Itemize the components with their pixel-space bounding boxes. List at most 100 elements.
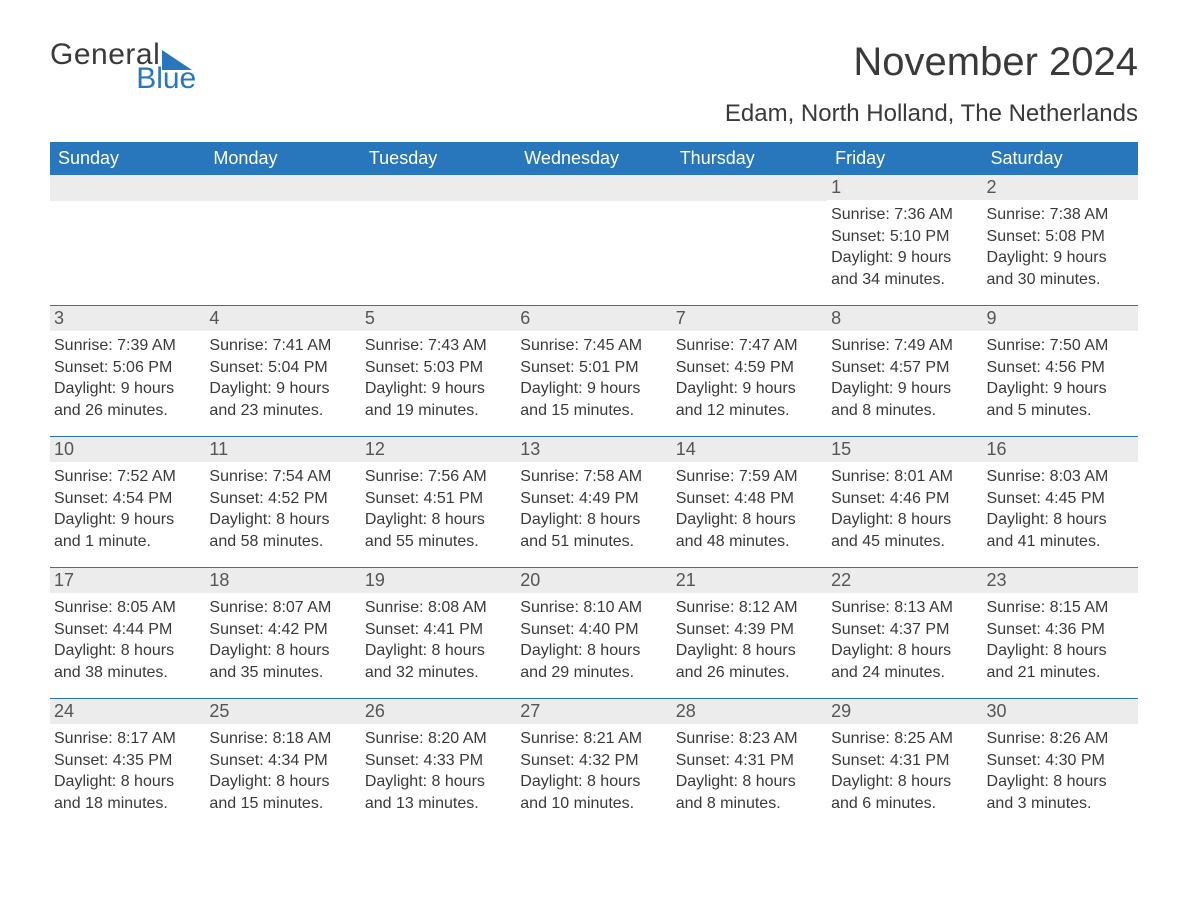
daylight-line: Daylight: 8 hours and 38 minutes. — [54, 640, 201, 683]
sunset-line: Sunset: 4:39 PM — [676, 619, 823, 641]
sunset-line: Sunset: 5:08 PM — [987, 226, 1134, 248]
day-details: Sunrise: 7:45 AMSunset: 5:01 PMDaylight:… — [520, 335, 667, 421]
sunrise-line: Sunrise: 7:59 AM — [676, 466, 823, 488]
sunset-line: Sunset: 4:31 PM — [831, 750, 978, 772]
daylight-line: Daylight: 8 hours and 29 minutes. — [520, 640, 667, 683]
day-details: Sunrise: 8:03 AMSunset: 4:45 PMDaylight:… — [987, 466, 1134, 552]
day-number — [50, 175, 205, 201]
day-number: 23 — [983, 568, 1138, 593]
day-number: 25 — [205, 699, 360, 724]
daylight-line: Daylight: 8 hours and 10 minutes. — [520, 771, 667, 814]
calendar-day: 23Sunrise: 8:15 AMSunset: 4:36 PMDayligh… — [983, 568, 1138, 698]
sunset-line: Sunset: 4:44 PM — [54, 619, 201, 641]
calendar-day: 7 Sunrise: 7:47 AMSunset: 4:59 PMDaylight… — [672, 306, 827, 436]
day-number: 27 — [516, 699, 671, 724]
brand-word-2: Blue — [136, 64, 196, 94]
calendar-day: 12 Sunrise: 7:56 AMSunset: 4:51 PMDayligh… — [361, 437, 516, 567]
sunset-line: Sunset: 4:36 PM — [987, 619, 1134, 641]
sunset-line: Sunset: 4:42 PM — [209, 619, 356, 641]
calendar-day: 3Sunrise: 7:39 AMSunset: 5:06 PMDaylight… — [50, 306, 205, 436]
sunrise-line: Sunrise: 7:38 AM — [987, 204, 1134, 226]
calendar-day: 4Sunrise: 7:41 AMSunset: 5:04 PMDaylight… — [205, 306, 360, 436]
sunset-line: Sunset: 4:40 PM — [520, 619, 667, 641]
sunset-line: Sunset: 4:51 PM — [365, 488, 512, 510]
calendar-day: 2Sunrise: 7:38 AMSunset: 5:08 PMDaylight… — [983, 175, 1138, 305]
day-details: Sunrise: 8:23 AMSunset: 4:31 PMDaylight:… — [676, 728, 823, 814]
sunrise-line: Sunrise: 8:03 AM — [987, 466, 1134, 488]
brand-logo: General Blue — [50, 40, 196, 94]
daylight-line: Daylight: 9 hours and 5 minutes. — [987, 378, 1134, 421]
day-details: Sunrise: 7:56 AMSunset: 4:51 PMDaylight:… — [365, 466, 512, 552]
weekday-header: Sunday — [50, 142, 205, 175]
day-details: Sunrise: 7:54 AMSunset: 4:52 PMDaylight:… — [209, 466, 356, 552]
calendar-day: 15Sunrise: 8:01 AMSunset: 4:46 PMDayligh… — [827, 437, 982, 567]
day-number: 7 — [672, 306, 827, 331]
calendar-day: 28Sunrise: 8:23 AMSunset: 4:31 PMDayligh… — [672, 699, 827, 829]
calendar-day: 22Sunrise: 8:13 AMSunset: 4:37 PMDayligh… — [827, 568, 982, 698]
day-details: Sunrise: 7:52 AMSunset: 4:54 PMDaylight:… — [54, 466, 201, 552]
sunset-line: Sunset: 4:46 PM — [831, 488, 978, 510]
day-details: Sunrise: 8:07 AMSunset: 4:42 PMDaylight:… — [209, 597, 356, 683]
day-details: Sunrise: 7:47 AMSunset: 4:59 PMDaylight:… — [676, 335, 823, 421]
sunrise-line: Sunrise: 8:08 AM — [365, 597, 512, 619]
day-number: 13 — [516, 437, 671, 462]
day-number: 16 — [983, 437, 1138, 462]
calendar-day: 1Sunrise: 7:36 AMSunset: 5:10 PMDaylight… — [827, 175, 982, 305]
day-number: 20 — [516, 568, 671, 593]
weekday-header-row: SundayMondayTuesdayWednesdayThursdayFrid… — [50, 142, 1138, 175]
calendar-grid: SundayMondayTuesdayWednesdayThursdayFrid… — [50, 142, 1138, 829]
daylight-line: Daylight: 8 hours and 6 minutes. — [831, 771, 978, 814]
daylight-line: Daylight: 8 hours and 18 minutes. — [54, 771, 201, 814]
day-details: Sunrise: 8:26 AMSunset: 4:30 PMDaylight:… — [987, 728, 1134, 814]
sunrise-line: Sunrise: 8:20 AM — [365, 728, 512, 750]
calendar-day: 14Sunrise: 7:59 AMSunset: 4:48 PMDayligh… — [672, 437, 827, 567]
sunrise-line: Sunrise: 7:49 AM — [831, 335, 978, 357]
day-number: 30 — [983, 699, 1138, 724]
sunset-line: Sunset: 4:49 PM — [520, 488, 667, 510]
sunset-line: Sunset: 4:41 PM — [365, 619, 512, 641]
daylight-line: Daylight: 8 hours and 35 minutes. — [209, 640, 356, 683]
sunrise-line: Sunrise: 7:58 AM — [520, 466, 667, 488]
daylight-line: Daylight: 8 hours and 32 minutes. — [365, 640, 512, 683]
day-number: 22 — [827, 568, 982, 593]
day-number: 9 — [983, 306, 1138, 331]
calendar-empty-cell — [672, 175, 827, 305]
day-number: 12 — [361, 437, 516, 462]
day-details: Sunrise: 8:18 AMSunset: 4:34 PMDaylight:… — [209, 728, 356, 814]
day-details: Sunrise: 8:12 AMSunset: 4:39 PMDaylight:… — [676, 597, 823, 683]
sunrise-line: Sunrise: 8:23 AM — [676, 728, 823, 750]
sunrise-line: Sunrise: 7:43 AM — [365, 335, 512, 357]
day-number — [205, 175, 360, 201]
calendar-day: 18 Sunrise: 8:07 AMSunset: 4:42 PMDayligh… — [205, 568, 360, 698]
day-details: Sunrise: 8:08 AMSunset: 4:41 PMDaylight:… — [365, 597, 512, 683]
day-details: Sunrise: 7:50 AMSunset: 4:56 PMDaylight:… — [987, 335, 1134, 421]
daylight-line: Daylight: 8 hours and 15 minutes. — [209, 771, 356, 814]
day-number: 18 — [205, 568, 360, 593]
calendar-day: 9 Sunrise: 7:50 AMSunset: 4:56 PMDaylight… — [983, 306, 1138, 436]
sunrise-line: Sunrise: 7:47 AM — [676, 335, 823, 357]
day-number: 14 — [672, 437, 827, 462]
sunset-line: Sunset: 4:31 PM — [676, 750, 823, 772]
sunset-line: Sunset: 4:45 PM — [987, 488, 1134, 510]
weekday-header: Thursday — [672, 142, 827, 175]
daylight-line: Daylight: 9 hours and 1 minute. — [54, 509, 201, 552]
daylight-line: Daylight: 8 hours and 8 minutes. — [676, 771, 823, 814]
calendar-day: 10Sunrise: 7:52 AMSunset: 4:54 PMDayligh… — [50, 437, 205, 567]
day-details: Sunrise: 7:58 AMSunset: 4:49 PMDaylight:… — [520, 466, 667, 552]
daylight-line: Daylight: 9 hours and 15 minutes. — [520, 378, 667, 421]
day-details: Sunrise: 7:49 AMSunset: 4:57 PMDaylight:… — [831, 335, 978, 421]
calendar-week: 17Sunrise: 8:05 AMSunset: 4:44 PMDayligh… — [50, 567, 1138, 698]
calendar-day: 29Sunrise: 8:25 AMSunset: 4:31 PMDayligh… — [827, 699, 982, 829]
weekday-header: Saturday — [983, 142, 1138, 175]
day-number: 19 — [361, 568, 516, 593]
sunrise-line: Sunrise: 7:50 AM — [987, 335, 1134, 357]
sunrise-line: Sunrise: 8:05 AM — [54, 597, 201, 619]
sunrise-line: Sunrise: 7:45 AM — [520, 335, 667, 357]
calendar-day: 16 Sunrise: 8:03 AMSunset: 4:45 PMDayligh… — [983, 437, 1138, 567]
daylight-line: Daylight: 8 hours and 45 minutes. — [831, 509, 978, 552]
sunrise-line: Sunrise: 7:54 AM — [209, 466, 356, 488]
day-number: 11 — [205, 437, 360, 462]
day-details: Sunrise: 7:43 AMSunset: 5:03 PMDaylight:… — [365, 335, 512, 421]
calendar-day: 25 Sunrise: 8:18 AMSunset: 4:34 PMDayligh… — [205, 699, 360, 829]
calendar-day: 27Sunrise: 8:21 AMSunset: 4:32 PMDayligh… — [516, 699, 671, 829]
